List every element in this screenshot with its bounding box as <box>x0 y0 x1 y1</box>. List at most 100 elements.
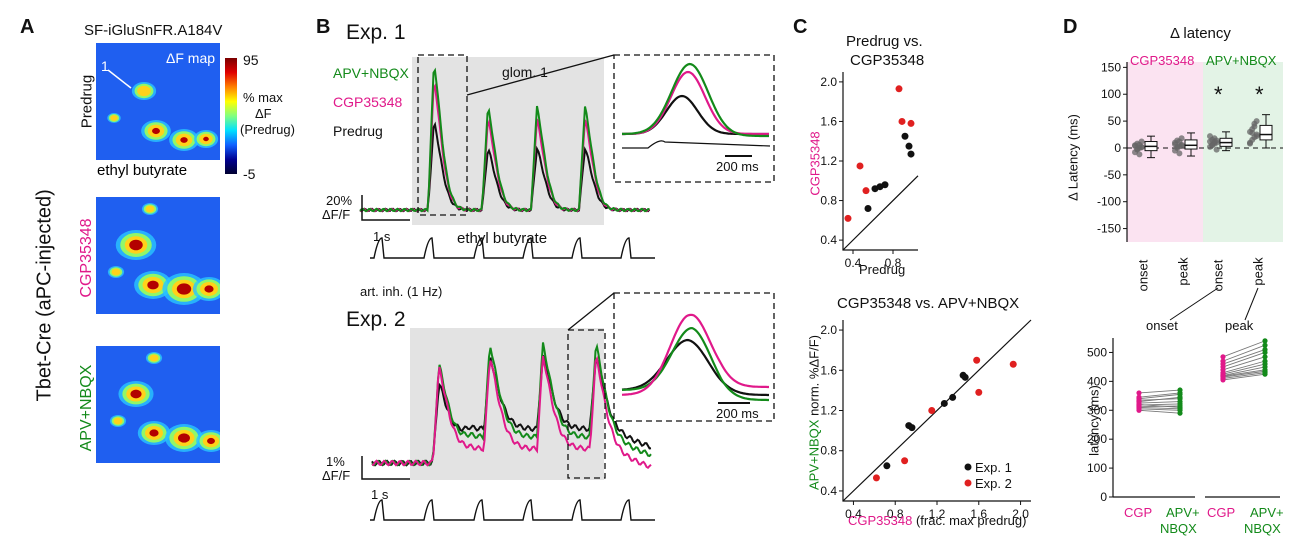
odor-period-exp1 <box>412 57 604 225</box>
d-pair-line <box>1138 406 1181 410</box>
d-box-point <box>1249 129 1256 136</box>
c2-xtick-label: 0.4 <box>845 507 862 521</box>
c-bottom-xlabel-drug: CGP35348 <box>848 513 913 528</box>
colorbar-label-line3: (Predrug) <box>240 122 295 137</box>
d-xlabel-onset-1: onset <box>1135 259 1151 292</box>
c1-xtick-label: 0.8 <box>885 256 902 270</box>
inset1-inhalation <box>622 140 771 149</box>
c2-xtick-label: 0.8 <box>887 507 904 521</box>
heatmap-blob-core <box>180 137 188 143</box>
c-bottom-title: CGP35348 vs. APV+NBQX <box>837 295 1020 312</box>
d-pair-point-cgp <box>1220 354 1226 360</box>
inset2-trace-apv <box>621 326 769 402</box>
c-top-title-2: CGP35348 <box>850 52 925 69</box>
d-bottom-x-apv-2b: NBQX <box>1244 521 1281 536</box>
exp2-zoom-box <box>567 329 606 479</box>
d-title: Δ latency <box>1170 25 1231 42</box>
heatmap-blob-inner <box>110 115 118 121</box>
d-box-point <box>1207 133 1213 140</box>
inhalation-label: art. inh. (1 Hz) <box>360 284 443 299</box>
c-bottom-xlabel-rest: (frac. max predrug) <box>912 513 1027 528</box>
d-bottom-x-apv-1a: APV+ <box>1166 505 1200 520</box>
d-pair-line <box>1222 372 1266 379</box>
heatmap-predrug <box>96 43 220 160</box>
inset2-trace-predrug <box>621 338 769 397</box>
d-connector-peak <box>1244 287 1259 321</box>
d-xlabel-peak-2: peak <box>1250 257 1266 286</box>
exp2-scale-time: 1 s <box>371 487 389 502</box>
d-star-1: * <box>1214 82 1223 107</box>
exp1-scale-unit: ΔF/F <box>322 207 351 222</box>
d-xlabel-peak-1: peak <box>1175 257 1191 286</box>
d-pair-point-apv <box>1262 338 1268 344</box>
d-box-point <box>1178 142 1185 149</box>
exp2-scale-amp: 1% <box>326 454 345 469</box>
heatmap-blob-core <box>207 437 215 445</box>
d-pair-line <box>1222 369 1266 377</box>
d-pair-ytick-label: 400 <box>1087 374 1107 388</box>
d-box-ytick-label: 100 <box>1101 87 1121 101</box>
heatmap-blob-inner <box>111 268 121 276</box>
d-box <box>1259 124 1273 141</box>
c2-unity-line <box>842 319 1032 502</box>
inset2-scale: 200 ms <box>716 406 759 421</box>
colorbar <box>225 58 237 174</box>
glomerulus-pointer-line <box>107 69 132 89</box>
inset1-scale: 200 ms <box>716 159 759 174</box>
d-box-point <box>1213 137 1220 144</box>
d-pair-point-cgp <box>1136 390 1142 396</box>
exp2-zoom-connector <box>567 292 615 331</box>
inset1-trace-apv <box>622 62 769 138</box>
panel-b-label: B <box>316 16 331 38</box>
c2-ytick-label: 0.8 <box>820 444 837 458</box>
heatmap-blob-inner <box>137 85 151 97</box>
exp1-zoom-box <box>417 54 468 216</box>
panel-b-traces <box>359 54 775 521</box>
d-pair-point-cgp <box>1220 377 1226 383</box>
d-box-point <box>1138 144 1145 151</box>
c2-point-exp1 <box>908 424 916 432</box>
c2-point-exp1 <box>949 393 957 401</box>
c2-point-exp1 <box>940 399 948 407</box>
c1-ytick-label: 0.8 <box>820 194 837 208</box>
c1-point-exp1 <box>907 150 915 158</box>
c-top-ylabel: CGP35348 <box>807 131 823 196</box>
d-box-ytick-label: -50 <box>1104 168 1122 182</box>
d-pair-line <box>1138 403 1181 406</box>
heatmap-predrug-svg <box>96 43 220 160</box>
d-pair-line <box>1222 340 1266 358</box>
exp1-title: Exp. 1 <box>346 21 406 44</box>
d-pair-line <box>1222 363 1266 375</box>
c1-axes <box>842 72 918 251</box>
d-xlabel-onset-2: onset <box>1210 259 1226 292</box>
d-box-ytick-label: 0 <box>1114 141 1121 155</box>
d-bottom-ylabel: latency (ms) <box>1086 385 1102 456</box>
d-box-point <box>1251 123 1258 130</box>
d-pair-line <box>1222 352 1266 368</box>
heatmap-blob-core <box>129 239 143 251</box>
c2-point-exp2 <box>975 388 983 396</box>
d-pair-line <box>1222 344 1266 362</box>
inhalation-trace-2 <box>370 499 655 521</box>
d-bottom-group-peak: peak <box>1225 318 1254 333</box>
c1-xtick-label: 0.4 <box>845 256 862 270</box>
d-box <box>1184 139 1198 150</box>
colorbar-label-line2: ΔF <box>255 106 272 121</box>
c1-ytick-label: 0.4 <box>820 233 837 247</box>
d-pair-line <box>1138 401 1181 404</box>
d-box-point <box>1253 118 1260 125</box>
heatmap-blob-inner <box>149 354 159 362</box>
c-legend-marker-exp2 <box>964 479 972 487</box>
legend-cgp: CGP35348 <box>333 94 403 110</box>
c2-xtick-label: 1.2 <box>929 507 946 521</box>
c-top-xlabel: Predrug <box>859 262 906 277</box>
c1-ytick-label: 2.0 <box>820 75 837 89</box>
d-box-ylabel: Δ Latency (ms) <box>1065 114 1081 201</box>
c1-point-exp1 <box>881 181 889 189</box>
exp1-scale-bar <box>361 195 410 221</box>
c2-ytick-label: 2.0 <box>820 323 837 337</box>
c2-point-exp1 <box>961 373 969 381</box>
d-pair-point-apv <box>1177 394 1183 400</box>
c2-ytick-label: 0.4 <box>820 484 837 498</box>
